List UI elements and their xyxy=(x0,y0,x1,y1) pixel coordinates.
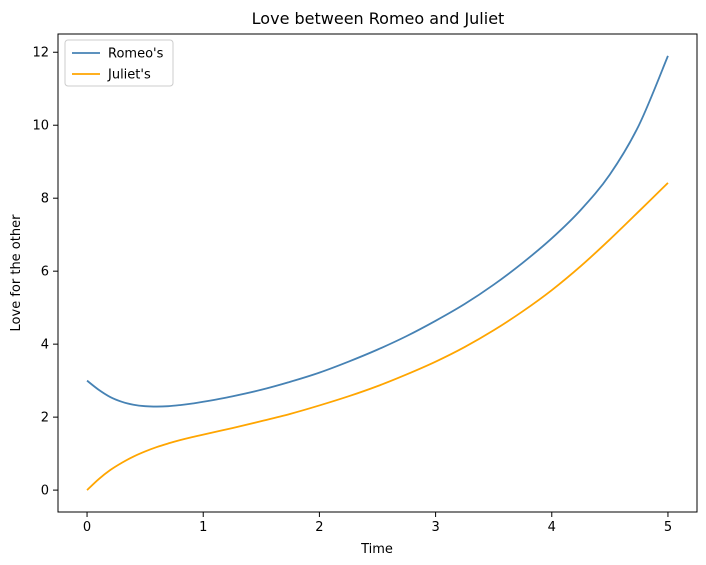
y-tick-label: 12 xyxy=(32,46,49,61)
legend-label-0: Romeo's xyxy=(108,47,164,62)
legend: Romeo's Juliet's xyxy=(64,39,174,87)
series-line-1 xyxy=(86,182,669,491)
legend-label-1: Juliet's xyxy=(107,68,151,83)
x-axis-label: Time xyxy=(360,542,393,557)
y-tick-label: 6 xyxy=(41,265,49,280)
x-tick-label: 5 xyxy=(664,520,672,535)
plot-frame xyxy=(57,33,698,513)
y-axis: 0 2 4 6 8 10 12 xyxy=(32,46,58,499)
series-layer xyxy=(86,55,669,491)
y-tick-label: 8 xyxy=(41,192,49,207)
x-axis: 0 1 2 3 4 5 xyxy=(83,512,672,535)
y-tick-label: 0 xyxy=(41,484,49,499)
x-tick-label: 2 xyxy=(315,520,323,535)
x-tick-label: 4 xyxy=(548,520,556,535)
x-tick-label: 1 xyxy=(199,520,207,535)
series-line-0 xyxy=(86,55,669,408)
x-tick-label: 0 xyxy=(83,520,91,535)
y-tick-label: 10 xyxy=(32,119,49,134)
chart-title: Love between Romeo and Juliet xyxy=(252,9,505,28)
y-tick-label: 2 xyxy=(41,411,49,426)
y-tick-label: 4 xyxy=(41,338,49,353)
x-tick-label: 3 xyxy=(431,520,439,535)
plot-area xyxy=(57,33,698,513)
y-axis-label: Love for the other xyxy=(9,214,24,332)
